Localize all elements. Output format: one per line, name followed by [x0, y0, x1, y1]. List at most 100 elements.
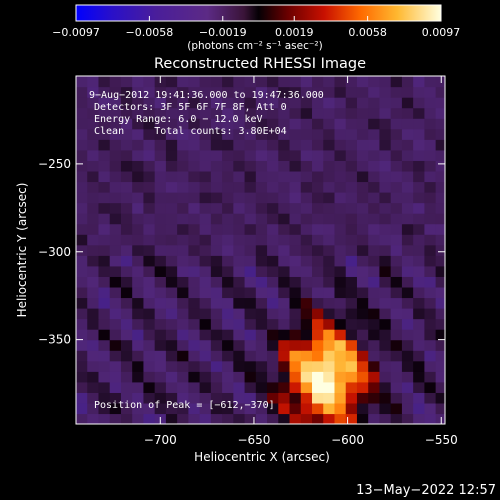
heatmap-cell	[255, 181, 268, 193]
heatmap-cell	[76, 86, 88, 98]
heatmap-cell	[401, 350, 414, 362]
heatmap-cell	[356, 265, 369, 277]
heatmap-cell	[109, 160, 122, 172]
heatmap-cell	[188, 276, 201, 288]
heatmap-cell	[199, 118, 212, 130]
heatmap-cell	[177, 308, 189, 320]
heatmap-cell	[368, 213, 381, 225]
heatmap-cell	[401, 297, 414, 309]
heatmap-cell	[401, 244, 414, 256]
heatmap-cell	[199, 223, 212, 235]
heatmap-cell	[255, 381, 268, 393]
heatmap-cell	[401, 76, 414, 88]
heatmap-cell	[87, 86, 100, 98]
heatmap-cell	[289, 76, 302, 88]
heatmap-cell	[401, 128, 414, 140]
heatmap-cell	[199, 192, 212, 204]
heatmap-cell	[233, 234, 246, 246]
heatmap-cell	[244, 413, 257, 424]
heatmap-cell	[177, 265, 189, 277]
heatmap-cell	[334, 202, 347, 214]
heatmap-cell	[401, 276, 414, 288]
heatmap-cell	[368, 202, 381, 214]
heatmap-cell	[379, 160, 392, 172]
heatmap-cell	[188, 223, 201, 235]
heatmap-cell	[132, 86, 145, 98]
heatmap-cell	[334, 392, 347, 404]
heatmap-cell	[244, 128, 257, 140]
heatmap-cell	[98, 181, 111, 193]
heatmap-cell	[312, 128, 324, 140]
heatmap-cell	[413, 107, 425, 119]
heatmap-cell	[390, 392, 403, 404]
heatmap-cell	[233, 255, 246, 267]
heatmap-cell	[334, 318, 347, 330]
heatmap-cell	[120, 76, 133, 88]
heatmap-cell	[222, 128, 234, 140]
heatmap-cell	[143, 381, 156, 393]
heatmap-cell	[345, 128, 358, 140]
heatmap-cell	[278, 149, 291, 161]
heatmap-cell	[334, 223, 347, 235]
heatmap-cell	[312, 402, 324, 415]
heatmap-cell	[267, 318, 279, 330]
heatmap-cell	[368, 170, 381, 183]
heatmap-cell	[379, 255, 392, 267]
heatmap-cell	[435, 97, 445, 109]
heatmap-cell	[210, 276, 223, 288]
heatmap-cell	[424, 160, 437, 172]
heatmap-cell	[132, 413, 145, 424]
heatmap-cell	[424, 286, 437, 299]
heatmap-cell	[323, 360, 336, 372]
heatmap-cell	[177, 139, 189, 151]
heatmap-cell	[401, 223, 414, 235]
heatmap-cell	[345, 86, 358, 98]
heatmap-cell	[334, 286, 347, 299]
heatmap-cell	[435, 76, 445, 88]
heatmap-cell	[109, 339, 122, 351]
heatmap-cell	[210, 255, 223, 267]
heatmap-cell	[87, 192, 100, 204]
heatmap-cell	[210, 86, 223, 98]
heatmap-cell	[165, 350, 178, 362]
heatmap-cell	[199, 202, 212, 214]
heatmap-cell	[390, 308, 403, 320]
heatmap-cell	[323, 297, 336, 309]
heatmap-cell	[233, 381, 246, 393]
heatmap-cell	[188, 181, 201, 193]
heatmap-cell	[255, 160, 268, 172]
heatmap-cell	[390, 402, 403, 415]
heatmap-cell	[300, 139, 313, 151]
heatmap-cell	[255, 265, 268, 277]
heatmap-cell	[312, 118, 324, 130]
heatmap-cell	[87, 329, 100, 341]
heatmap-cell	[368, 86, 381, 98]
heatmap-cell	[267, 213, 279, 225]
heatmap-cell	[199, 350, 212, 362]
colorbar-tick-label: 0.0058	[348, 26, 387, 39]
heatmap-cell	[143, 286, 156, 299]
heatmap-cell	[143, 223, 156, 235]
heatmap-cell	[199, 244, 212, 256]
heatmap-cell	[132, 107, 145, 119]
heatmap-cell	[323, 339, 336, 351]
heatmap-cell	[435, 181, 445, 193]
heatmap-cell	[267, 234, 279, 246]
heatmap-cell	[300, 255, 313, 267]
heatmap-cell	[368, 255, 381, 267]
heatmap-cell	[244, 202, 257, 214]
heatmap-cell	[143, 244, 156, 256]
heatmap-cell	[244, 286, 257, 299]
heatmap-cell	[278, 223, 291, 235]
heatmap-cell	[368, 371, 381, 383]
heatmap-cell	[87, 318, 100, 330]
heatmap-cell	[401, 381, 414, 393]
heatmap-cell	[435, 308, 445, 320]
heatmap-cell	[334, 339, 347, 351]
heatmap-cell	[323, 118, 336, 130]
heatmap-cell	[255, 139, 268, 151]
heatmap-cell	[267, 76, 279, 88]
heatmap-cell	[222, 118, 234, 130]
heatmap-cell	[289, 149, 302, 161]
